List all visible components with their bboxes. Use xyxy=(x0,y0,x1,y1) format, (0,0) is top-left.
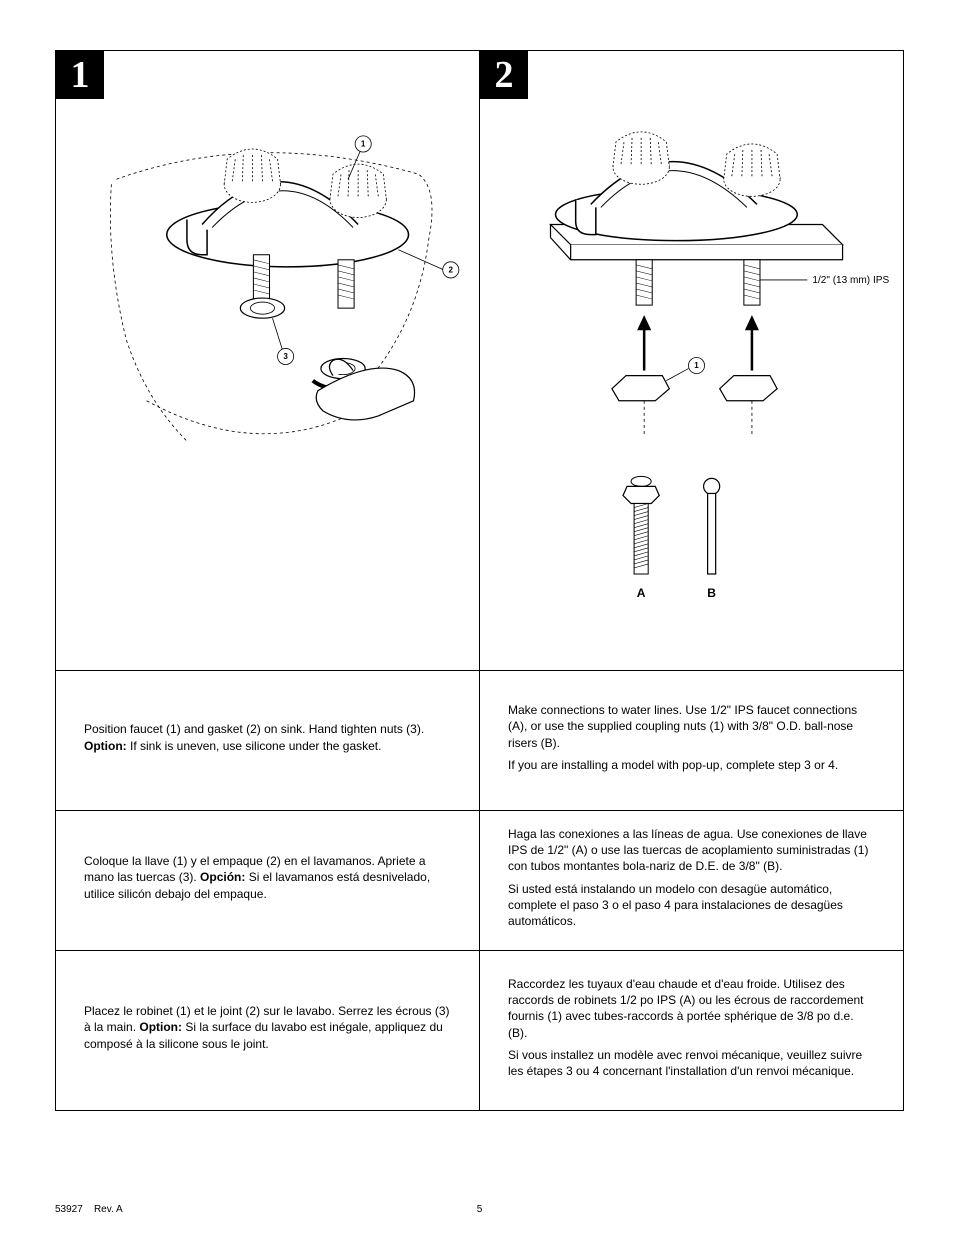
step-2-spanish: Haga las conexiones a las líneas de agua… xyxy=(480,811,904,951)
instruction-grid: 1 xyxy=(55,50,904,1111)
svg-text:2: 2 xyxy=(449,265,454,274)
step-1-diagram: 1 xyxy=(56,51,480,671)
svg-text:1: 1 xyxy=(361,139,366,148)
text: Si vous installez un modèle avec renvoi … xyxy=(508,1047,875,1079)
step-1-french: Placez le robinet (1) et le joint (2) su… xyxy=(56,951,480,1111)
step-1-spanish: Coloque la llave (1) y el empaque (2) en… xyxy=(56,811,480,951)
text: Raccordez les tuyaux d'eau chaude et d'e… xyxy=(508,976,875,1041)
step-1-english: Position faucet (1) and gasket (2) on si… xyxy=(56,671,480,811)
svg-text:3: 3 xyxy=(283,352,288,361)
step-2-english: Make connections to water lines. Use 1/2… xyxy=(480,671,904,811)
text: Make connections to water lines. Use 1/2… xyxy=(508,702,875,751)
svg-text:B: B xyxy=(707,586,716,600)
text: Opción: xyxy=(200,870,245,884)
text: Si usted está instalando un modelo con d… xyxy=(508,881,875,930)
text: If you are installing a model with pop-u… xyxy=(508,757,875,773)
step-2-french: Raccordez les tuyaux d'eau chaude et d'e… xyxy=(480,951,904,1111)
page-number: 5 xyxy=(477,1204,483,1215)
page-footer: 53927 Rev. A 5 xyxy=(55,1204,904,1215)
text: Option: xyxy=(84,739,127,753)
text: Haga las conexiones a las líneas de agua… xyxy=(508,826,875,875)
svg-text:1: 1 xyxy=(694,361,699,370)
text: If sink is uneven, use silicone under th… xyxy=(127,739,382,753)
text: Option: xyxy=(139,1020,182,1034)
svg-text:A: A xyxy=(637,586,646,600)
text: Position faucet (1) and gasket (2) on si… xyxy=(84,722,424,736)
svg-text:1/2" (13 mm) IPS: 1/2" (13 mm) IPS xyxy=(812,275,889,286)
step-2-diagram: 2 xyxy=(480,51,904,671)
doc-number: 53927 xyxy=(55,1204,83,1215)
revision: Rev. A xyxy=(94,1204,123,1215)
